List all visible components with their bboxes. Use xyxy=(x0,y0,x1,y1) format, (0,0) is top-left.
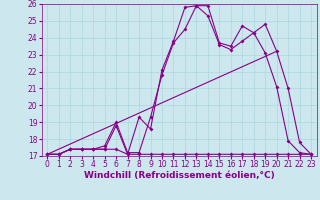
X-axis label: Windchill (Refroidissement éolien,°C): Windchill (Refroidissement éolien,°C) xyxy=(84,171,275,180)
